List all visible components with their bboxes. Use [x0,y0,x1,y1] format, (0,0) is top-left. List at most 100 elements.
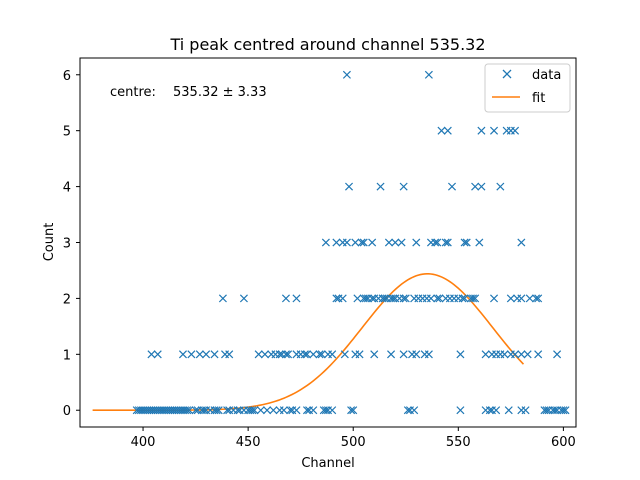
data-point [275,350,284,359]
legend-marker-data [502,69,512,79]
data-point [504,406,513,415]
data-point [424,350,433,359]
data-point [433,294,442,303]
x-axis-ticks: 400 450 500 550 600 [131,427,576,450]
data-point [517,350,526,359]
data-point [332,294,341,303]
data-point [462,238,471,247]
y-tick-label: 6 [63,69,71,84]
data-point [225,350,234,359]
data-point [387,350,396,359]
data-point [471,182,480,191]
data-point [233,406,242,415]
centre-annotation-value: 535.32 ± 3.33 [173,85,267,100]
data-point [347,406,356,415]
data-point [460,294,469,303]
data-point [328,406,337,415]
data-point [456,406,465,415]
data-point [260,350,269,359]
x-tick-label: 550 [446,435,471,450]
data-point [456,350,465,359]
y-tick-label: 5 [63,125,71,140]
data-point [281,350,290,359]
points-layer [132,70,570,415]
data-point [542,406,551,415]
data-point [391,238,400,247]
data-point [269,406,278,415]
data-point [361,294,370,303]
data-point [321,238,330,247]
x-tick-label: 500 [341,435,366,450]
data-point [477,182,486,191]
data-point [399,182,408,191]
x-tick-label: 400 [131,435,156,450]
data-point [328,350,337,359]
data-point [401,294,410,303]
data-point [475,238,484,247]
data-point [342,70,351,79]
data-point [210,350,219,359]
data-point [292,406,301,415]
data-point [340,350,349,359]
data-point [380,294,389,303]
data-point [437,126,446,135]
data-point [550,406,560,415]
data-point [517,294,526,303]
data-point [481,350,490,359]
data-point [239,294,248,303]
data-point [561,406,570,415]
data-point [342,238,351,247]
data-point [426,294,436,303]
data-point [344,182,354,191]
data-point [183,406,192,415]
data-point [248,406,257,415]
data-point [309,350,318,359]
data-point [458,294,467,303]
data-point [412,350,421,359]
data-point [424,70,433,79]
data-point [191,406,200,415]
data-point [317,350,326,359]
legend-label-fit: fit [532,91,545,106]
data-point [506,294,515,303]
data-point [492,406,501,415]
data-point [199,406,209,415]
data-point [511,350,520,359]
data-point [357,238,366,247]
data-point [376,182,385,191]
data-point [195,350,204,359]
data-point [178,350,188,359]
data-point [447,182,457,191]
data-point [532,294,541,303]
data-point [286,406,295,415]
y-axis-label: Count [42,223,57,262]
data-point [202,350,211,359]
data-point [500,350,509,359]
data-point [321,406,330,415]
data-point [302,350,312,359]
x-tick-label: 450 [236,435,261,450]
data-point [338,294,347,303]
data-point [460,238,469,247]
data-point [412,238,421,247]
data-point [523,350,532,359]
data-point [521,406,530,415]
y-tick-label: 1 [63,348,71,363]
data-point [218,294,227,303]
data-point [212,406,221,415]
data-point [368,238,377,247]
data-point [187,350,196,359]
data-point [496,182,505,191]
data-point [281,294,290,303]
centre-annotation-label: centre: [110,85,156,100]
data-point [351,238,360,247]
data-point [485,406,494,415]
data-point [399,350,408,359]
data-point [534,294,543,303]
data-point [490,294,499,303]
data-point [250,406,259,415]
y-tick-label: 0 [63,404,71,419]
chart-title: Ti peak centred around channel 535.32 [169,35,485,54]
data-point [302,406,312,415]
data-point [410,406,419,415]
